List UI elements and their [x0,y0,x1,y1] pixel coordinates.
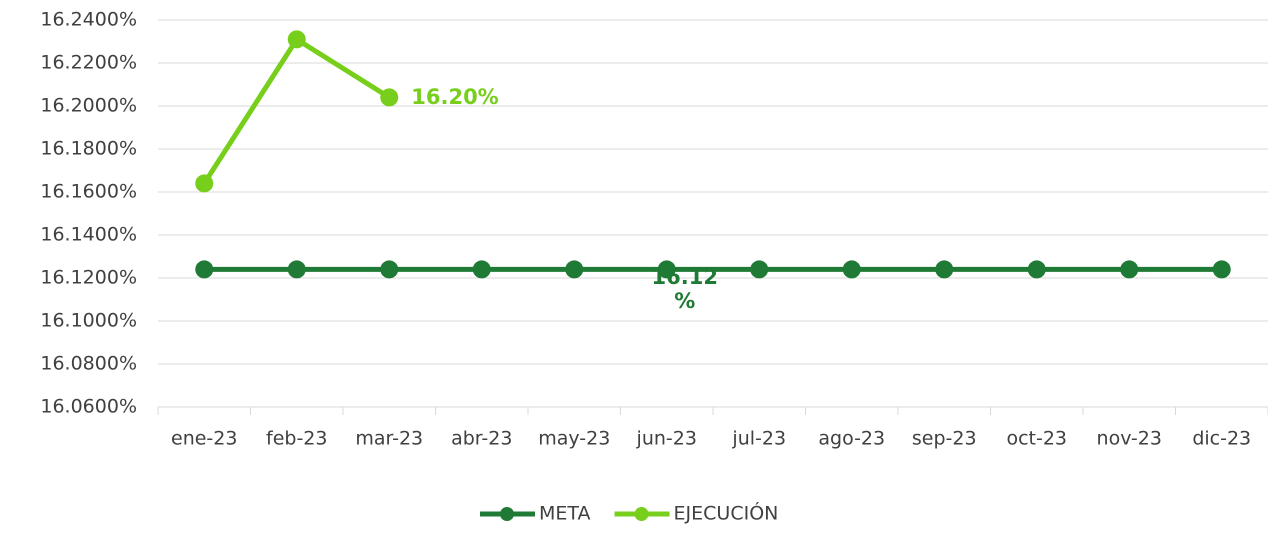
y-tick-label: 16.1800% [40,138,137,160]
x-tick-label: dic-23 [1192,428,1251,450]
x-tick-label: nov-23 [1097,428,1162,450]
point [472,260,491,279]
x-tick-label: jul-23 [731,428,786,450]
y-tick-label: 16.2200% [40,52,137,74]
x-tick-label: oct-23 [1006,428,1067,450]
point [287,260,306,279]
point [1027,260,1046,279]
point [657,260,676,279]
y-tick-label: 16.0800% [40,353,137,375]
data-label: 16.12 % [651,265,718,314]
point [935,260,954,279]
y-tick-label: 16.2000% [40,95,137,117]
legend-marker [634,507,649,521]
point [380,88,399,107]
x-tick-label: may-23 [538,428,610,450]
data-label: 16.20% [411,85,499,110]
y-tick-label: 16.0600% [40,396,137,418]
x-tick-label: mar-23 [355,428,423,450]
x-tick-label: sep-23 [912,428,977,450]
y-tick-label: 16.1000% [40,310,137,332]
point [842,260,861,279]
legend-label: EJECUCIÓN [674,501,779,525]
point [1212,260,1231,279]
x-tick-label: abr-23 [451,428,512,450]
legend-label: META [539,503,591,525]
point [287,30,306,49]
y-tick-label: 16.2400% [40,9,137,31]
point [195,260,214,279]
legend-marker [500,507,514,521]
x-tick-label: feb-23 [266,428,327,450]
x-tick-label: jun-23 [636,428,697,450]
series-line [202,36,391,185]
point [195,174,214,193]
x-tick-label: ene-23 [171,428,237,450]
point [750,260,769,279]
y-tick-label: 16.1600% [40,181,137,203]
point [380,260,399,279]
point [565,260,584,279]
y-tick-label: 16.1200% [40,267,137,289]
point [1120,260,1139,279]
x-tick-label: ago-23 [818,428,885,450]
y-tick-label: 16.1400% [40,224,137,246]
